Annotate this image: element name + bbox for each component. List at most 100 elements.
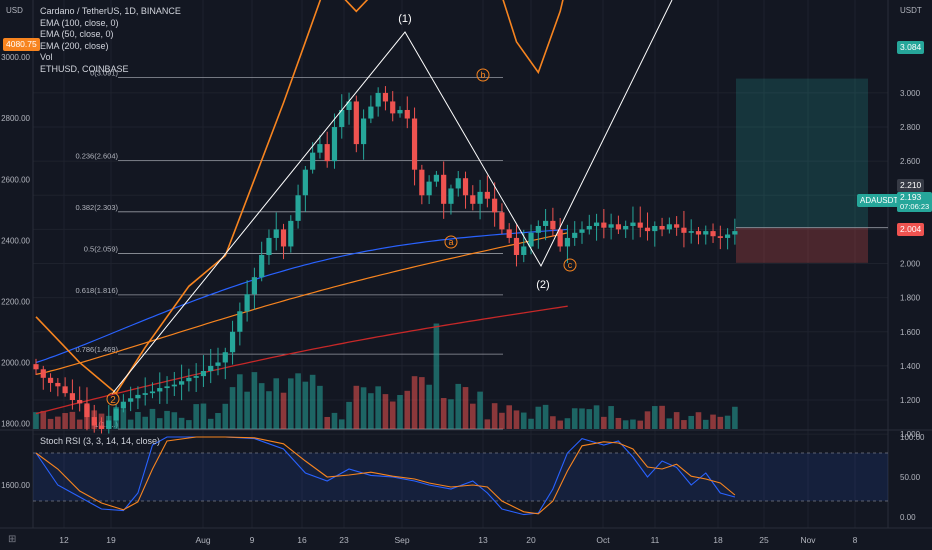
time-axis-tick: 20 bbox=[526, 535, 536, 545]
volume-bar bbox=[550, 416, 556, 429]
indicator-vol[interactable]: Vol bbox=[40, 52, 53, 62]
candle-body bbox=[91, 417, 97, 426]
volume-bar bbox=[593, 405, 600, 429]
volume-bar bbox=[724, 415, 731, 429]
candle-body bbox=[346, 101, 352, 110]
candle-body bbox=[179, 381, 185, 385]
candle-body bbox=[717, 236, 723, 238]
candle-body bbox=[375, 92, 381, 107]
candle-body bbox=[644, 227, 651, 232]
candle-body bbox=[302, 169, 308, 196]
candle-body bbox=[157, 388, 163, 392]
volume-bar bbox=[149, 408, 156, 429]
indicator-ema50[interactable]: EMA (50, close, 0) bbox=[40, 29, 114, 39]
target-price-tag: 3.084 bbox=[897, 41, 925, 54]
candle-body bbox=[273, 229, 279, 238]
ethusd-line bbox=[35, 0, 564, 395]
wave-circle bbox=[476, 68, 490, 82]
left-axis-tick: 2000.00 bbox=[1, 359, 30, 368]
candle-body bbox=[331, 127, 338, 162]
right-axis-tick: 2.800 bbox=[900, 123, 921, 132]
time-axis-tick: 12 bbox=[59, 535, 69, 545]
right-axis-tick: 1.800 bbox=[900, 294, 921, 303]
candle-body bbox=[288, 220, 294, 247]
fib-level-label: 0.618(1.816) bbox=[75, 286, 118, 295]
time-axis-tick: 25 bbox=[759, 535, 769, 545]
candle-body bbox=[492, 198, 498, 213]
candle-body bbox=[171, 384, 177, 387]
candle-body bbox=[426, 181, 432, 196]
volume-bar bbox=[652, 406, 658, 429]
volume-bar bbox=[222, 403, 229, 429]
candle-body bbox=[477, 191, 483, 204]
candle-body bbox=[513, 237, 520, 255]
candle-body bbox=[113, 408, 119, 421]
candle-body bbox=[411, 118, 418, 170]
candle-body bbox=[229, 331, 236, 353]
candle-body bbox=[55, 382, 61, 387]
candle-body bbox=[295, 195, 301, 221]
volume-bar bbox=[288, 378, 294, 429]
candle-body bbox=[462, 178, 469, 196]
volume-bar bbox=[237, 374, 243, 429]
volume-bar bbox=[33, 412, 39, 429]
candle-body bbox=[586, 225, 592, 230]
candle-body bbox=[674, 224, 680, 228]
volume-bar bbox=[484, 419, 491, 429]
volume-bar bbox=[419, 377, 425, 429]
stoch-axis-tick: 50.00 bbox=[900, 473, 921, 482]
volume-bar bbox=[411, 376, 418, 429]
volume-bar bbox=[695, 412, 702, 429]
candle-body bbox=[47, 377, 54, 383]
indicator-ema100[interactable]: EMA (100, close, 0) bbox=[40, 17, 119, 28]
volume-bar bbox=[397, 394, 403, 429]
candle-body bbox=[244, 294, 250, 312]
left-axis-tick: 2600.00 bbox=[1, 175, 30, 184]
goto-date-icon[interactable]: ⊞ bbox=[8, 534, 17, 545]
candle-body bbox=[659, 225, 665, 230]
volume-bar bbox=[229, 387, 236, 429]
volume-bar bbox=[309, 374, 316, 429]
wave-circle bbox=[563, 258, 577, 272]
candle-body bbox=[135, 394, 141, 399]
right-axis-tick: 1.000 bbox=[900, 430, 921, 439]
candle-body bbox=[579, 229, 585, 233]
candle-body bbox=[186, 377, 192, 382]
volume-bar bbox=[470, 403, 476, 429]
indicator-ema200[interactable]: EMA (200, close) bbox=[40, 40, 109, 51]
volume-bar bbox=[644, 411, 651, 429]
volume-bar bbox=[586, 409, 593, 429]
volume-bar bbox=[142, 416, 148, 429]
ema100-line bbox=[35, 232, 568, 375]
left-axis-unit: USD bbox=[6, 6, 23, 15]
volume-bar bbox=[317, 385, 323, 429]
volume-bar bbox=[55, 416, 61, 429]
candle-body bbox=[149, 391, 156, 394]
volume-bar bbox=[62, 413, 68, 429]
candle-body bbox=[455, 178, 461, 189]
volume-bar bbox=[389, 401, 396, 429]
volume-bar bbox=[135, 412, 141, 429]
stoch-rsi-label[interactable]: Stoch RSI (3, 3, 14, 14, close) bbox=[40, 436, 161, 446]
volume-bar bbox=[455, 383, 462, 429]
candle-body bbox=[128, 398, 134, 402]
indicator-ethusd[interactable]: ETHUSD, COINBASE bbox=[40, 63, 129, 74]
volume-bar bbox=[382, 394, 389, 429]
volume-bar bbox=[244, 391, 250, 429]
candle-body bbox=[725, 234, 731, 238]
candle-body bbox=[310, 152, 316, 170]
volume-bar bbox=[164, 410, 170, 429]
volume-bar bbox=[499, 412, 505, 429]
volume-bar bbox=[171, 412, 178, 429]
fib-level-label: 0.5(2.059) bbox=[84, 244, 119, 253]
volume-bar bbox=[178, 417, 185, 429]
volume-bar bbox=[127, 419, 134, 429]
volume-bar bbox=[258, 383, 265, 429]
left-axis-tick: 1800.00 bbox=[1, 420, 30, 429]
volume-bar bbox=[360, 387, 367, 429]
candle-body bbox=[237, 311, 243, 332]
volume-bar bbox=[513, 410, 520, 429]
volume-bar bbox=[717, 416, 724, 429]
volume-bar bbox=[193, 404, 199, 429]
